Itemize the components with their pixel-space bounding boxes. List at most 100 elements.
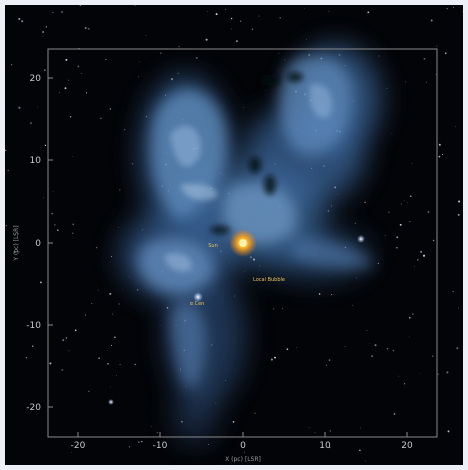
background-star <box>354 222 357 225</box>
background-star <box>80 72 82 74</box>
background-star <box>438 155 441 158</box>
background-star <box>325 364 327 366</box>
background-star <box>124 129 126 131</box>
background-star <box>458 200 461 203</box>
background-star <box>243 107 245 109</box>
background-star <box>177 72 179 74</box>
background-star <box>446 7 448 10</box>
background-star <box>282 308 284 310</box>
background-star <box>49 362 52 365</box>
background-star <box>437 373 439 375</box>
annotation-label: Local Bubble <box>253 277 285 283</box>
background-star <box>388 211 390 213</box>
background-star <box>138 76 140 78</box>
background-star <box>314 432 316 433</box>
background-star <box>279 17 281 19</box>
background-star <box>215 402 217 404</box>
background-star <box>225 8 227 10</box>
background-star <box>138 61 140 63</box>
background-star <box>462 11 463 12</box>
annotation-label: α Cen <box>190 301 205 307</box>
background-star <box>328 10 330 12</box>
x-tick-label: 0 <box>240 441 246 451</box>
background-star <box>374 344 377 347</box>
background-star <box>230 28 232 30</box>
background-star <box>134 363 137 366</box>
background-star <box>88 390 90 392</box>
y-tick-label: -20 <box>26 403 41 413</box>
background-star <box>119 189 121 191</box>
background-star <box>52 11 54 13</box>
background-star <box>207 11 208 12</box>
background-star <box>11 64 13 66</box>
background-star <box>278 53 280 54</box>
x-tick-label: 10 <box>319 441 331 451</box>
background-star <box>42 31 45 33</box>
background-star <box>237 459 239 460</box>
background-star <box>274 356 276 359</box>
background-star <box>286 348 289 351</box>
background-star <box>74 329 77 332</box>
background-star <box>65 58 68 61</box>
background-star <box>352 304 354 306</box>
background-star <box>37 106 39 108</box>
background-star <box>365 460 366 462</box>
background-star <box>386 347 389 350</box>
background-star <box>72 232 74 234</box>
background-star <box>441 153 444 156</box>
background-star <box>438 143 441 146</box>
nebula-figure: -20 -10 0 10 20 20 10 0 -10 -20 X (pc) [… <box>5 5 463 465</box>
background-star <box>258 15 260 17</box>
background-star <box>239 20 242 22</box>
background-star <box>18 17 21 20</box>
background-star <box>84 26 87 30</box>
background-star <box>419 372 421 374</box>
background-star <box>21 20 24 23</box>
background-star <box>91 302 93 304</box>
x-tick-label: 20 <box>401 441 413 451</box>
background-star <box>116 374 118 376</box>
background-star <box>329 430 331 432</box>
background-star <box>235 40 238 43</box>
background-star <box>96 247 98 249</box>
background-star <box>331 205 333 207</box>
background-star <box>404 200 405 201</box>
background-star <box>229 262 230 264</box>
background-star <box>411 163 413 164</box>
background-star <box>456 347 459 350</box>
background-star <box>112 313 114 315</box>
background-star <box>427 211 430 213</box>
background-star <box>137 441 140 443</box>
background-star <box>399 223 402 226</box>
background-star <box>408 336 410 338</box>
background-star <box>39 281 42 284</box>
background-star <box>409 221 411 222</box>
background-star <box>304 8 306 9</box>
background-star <box>396 236 399 239</box>
background-star <box>13 251 16 254</box>
background-star <box>410 195 412 197</box>
background-star <box>156 431 158 434</box>
background-star <box>150 425 152 427</box>
background-star <box>32 345 34 347</box>
background-star <box>369 343 370 344</box>
x-axis-label: X (pc) [LSR] <box>225 456 261 463</box>
background-star <box>414 266 415 267</box>
background-star <box>435 73 437 75</box>
background-star <box>45 26 47 28</box>
background-star <box>371 355 374 358</box>
y-tick-label: 10 <box>30 156 42 166</box>
background-star <box>407 202 408 204</box>
background-star <box>244 451 246 453</box>
tick-marks <box>48 77 408 437</box>
background-star <box>432 239 435 242</box>
background-star <box>109 108 111 110</box>
background-star <box>215 13 218 16</box>
background-star <box>377 262 379 264</box>
background-star <box>42 36 44 37</box>
background-star <box>134 5 136 6</box>
background-star <box>7 169 9 172</box>
bright-star <box>357 235 365 243</box>
background-star <box>327 210 330 212</box>
background-star <box>77 65 80 68</box>
